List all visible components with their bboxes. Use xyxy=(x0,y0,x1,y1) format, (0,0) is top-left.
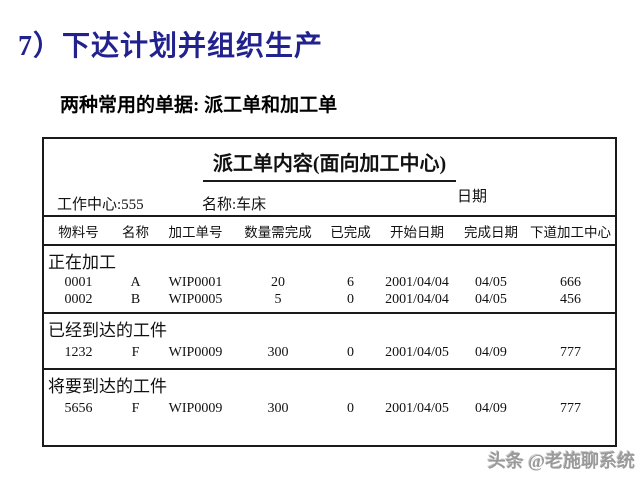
divider-line xyxy=(44,368,615,370)
table-cell: F xyxy=(131,345,140,360)
table-cell: 777 xyxy=(560,401,581,416)
table-cell: 300 xyxy=(267,401,289,416)
table-cell: WIP0009 xyxy=(168,401,223,416)
section-label: 已经到达的工件 xyxy=(48,321,167,340)
section-label: 正在加工 xyxy=(48,253,116,272)
table-row: 0001 A WIP0001 20 6 2001/04/04 04/05 666 xyxy=(44,274,615,291)
table-sections: 正在加工 0001 A WIP0001 20 6 2001/04/04 04/05 666 000… xyxy=(44,246,615,424)
table-row: 1232 F WIP0009 300 0 2001/04/05 04/09 777 xyxy=(44,342,615,364)
section-padding xyxy=(44,420,615,424)
divider-line xyxy=(44,215,615,217)
column-header: 名称 xyxy=(122,224,149,240)
table-cell: WIP0009 xyxy=(168,345,223,360)
table-cell: WIP0005 xyxy=(168,291,223,307)
table-cell: WIP0001 xyxy=(168,274,223,290)
table-cell: 04/05 xyxy=(475,291,507,307)
column-header: 下道加工中心 xyxy=(530,224,611,240)
table-cell: 2001/04/04 xyxy=(385,291,449,307)
table-cell: 0 xyxy=(347,401,354,416)
table-row: 5656 F WIP0009 300 0 2001/04/05 04/09 777 xyxy=(44,398,615,420)
table-section: 正在加工 0001 A WIP0001 20 6 2001/04/04 04/05 666 000… xyxy=(44,246,615,312)
divider-line xyxy=(44,244,615,246)
document-info-row: 工作中心:555 名称:车床 日期 xyxy=(44,189,615,215)
date-label: 日期 xyxy=(457,189,488,205)
table-cell: F xyxy=(131,401,140,416)
table-cell: 0 xyxy=(347,291,354,307)
table-section: 将要到达的工件 5656 F WIP0009 300 0 2001/04/05 04/09 77… xyxy=(44,370,615,424)
table-cell: 5656 xyxy=(64,401,93,416)
table-cell: 0002 xyxy=(64,291,93,307)
table-cell: 777 xyxy=(560,345,581,360)
watermark: 头条 @老施聊系统 xyxy=(487,451,635,471)
divider-line xyxy=(44,312,615,314)
table-cell: 456 xyxy=(560,291,581,307)
table-cell: 2001/04/04 xyxy=(385,274,449,290)
table-cell: 1232 xyxy=(64,345,93,360)
table-cell: 04/09 xyxy=(475,401,507,416)
column-header: 完成日期 xyxy=(464,224,518,240)
table-section: 已经到达的工件 1232 F WIP0009 300 0 2001/04/05 04/09 77… xyxy=(44,314,615,368)
table-cell: 2001/04/05 xyxy=(385,401,449,416)
slide-subtitle: 两种常用的单据: 派工单和加工单 xyxy=(60,95,338,116)
table-cell: 04/05 xyxy=(475,274,507,290)
slide-title: 7）下达计划并组织生产 xyxy=(18,31,324,62)
table-cell: A xyxy=(130,274,141,290)
table-header-row: 物料号 名称 加工单号 数量需完成 已完成 开始日期 完成日期 下道加工中心 xyxy=(44,217,615,244)
table-cell: 5 xyxy=(274,291,282,307)
column-header: 开始日期 xyxy=(390,224,444,240)
table-row: 0002 B WIP0005 5 0 2001/04/04 04/05 456 xyxy=(44,291,615,308)
work-center-value: 工作中心:555 xyxy=(57,197,144,213)
column-header: 物料号 xyxy=(58,224,99,240)
document-title-wrap: 派工单内容(面向加工中心) xyxy=(44,147,615,189)
column-header: 加工单号 xyxy=(168,224,223,240)
dispatch-order-document: 派工单内容(面向加工中心) 工作中心:555 名称:车床 日期 物料号 名称 加工单… xyxy=(42,137,617,447)
table-cell: 20 xyxy=(271,274,285,290)
table-cell: 04/09 xyxy=(475,345,507,360)
column-header: 数量需完成 xyxy=(244,224,312,240)
table-cell: 0 xyxy=(347,345,354,360)
table-cell: 666 xyxy=(560,274,581,290)
table-cell: 6 xyxy=(347,274,354,290)
table-cell: 0001 xyxy=(64,274,93,290)
table-cell: 300 xyxy=(267,345,289,360)
machine-name-value: 名称:车床 xyxy=(202,197,267,213)
column-header: 已完成 xyxy=(330,224,371,240)
table-cell: 2001/04/05 xyxy=(385,345,449,360)
document-title: 派工单内容(面向加工中心) xyxy=(202,147,457,182)
section-label: 将要到达的工件 xyxy=(48,377,167,396)
table-cell: B xyxy=(130,291,141,307)
